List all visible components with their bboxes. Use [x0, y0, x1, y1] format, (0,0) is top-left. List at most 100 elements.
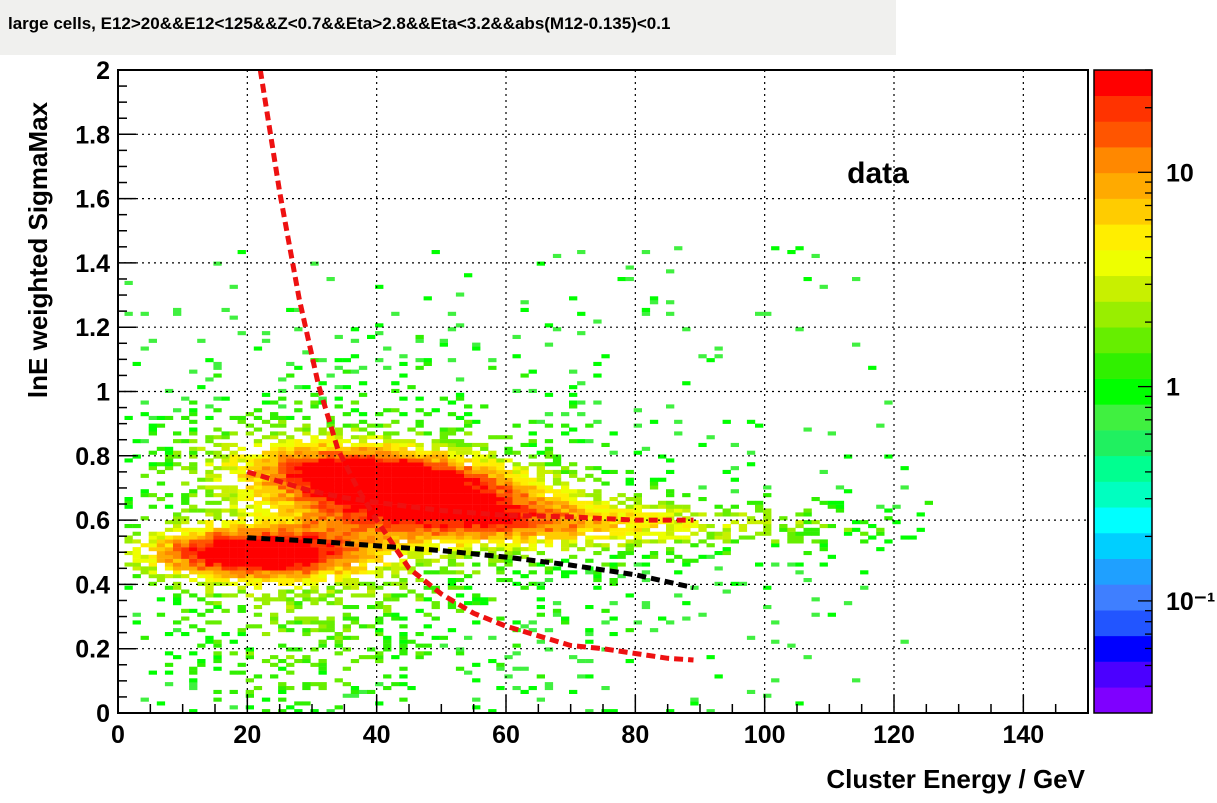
heatmap-cell	[358, 435, 368, 440]
heatmap-cell	[641, 512, 651, 517]
heatmap-cell	[189, 566, 198, 571]
heatmap-cell	[367, 539, 376, 544]
heatmap-cell	[609, 581, 618, 586]
heatmap-cell	[358, 454, 368, 459]
heatmap-cell	[375, 682, 384, 687]
heatmap-cell	[472, 477, 481, 482]
heatmap-cell	[423, 570, 432, 575]
heatmap-cell	[310, 481, 319, 486]
heatmap-cell	[334, 512, 343, 517]
heatmap-cell	[334, 547, 343, 552]
heatmap-cell	[334, 527, 343, 532]
heatmap-cell	[455, 608, 465, 613]
heatmap-cell	[447, 554, 457, 559]
heatmap-cell	[771, 539, 780, 544]
heatmap-cell	[221, 581, 230, 586]
heatmap-cell	[375, 574, 384, 579]
heatmap-cell	[367, 442, 376, 447]
heatmap-cell	[407, 493, 416, 498]
heatmap-cell	[383, 493, 392, 498]
heatmap-cell	[245, 574, 254, 579]
heatmap-cell	[520, 547, 529, 552]
heatmap-cell	[310, 450, 319, 455]
heatmap-cell	[245, 493, 254, 498]
heatmap-cell	[504, 477, 513, 482]
heatmap-cell	[286, 554, 295, 559]
heatmap-cell	[294, 578, 303, 583]
heatmap-cell	[496, 531, 505, 536]
heatmap-cell	[189, 562, 198, 567]
heatmap-cell	[528, 419, 537, 424]
heatmap-cell	[173, 585, 182, 590]
heatmap-cell	[439, 462, 448, 467]
heatmap-cell	[270, 512, 279, 517]
heatmap-cell	[666, 620, 675, 625]
heatmap-cell	[132, 620, 141, 625]
colorbar-segment	[1094, 147, 1152, 174]
heatmap-cell	[302, 427, 311, 432]
heatmap-cell	[496, 535, 505, 540]
heatmap-cell	[334, 500, 343, 505]
y-tick-label: 0.8	[75, 443, 110, 471]
heatmap-cell	[375, 558, 384, 563]
heatmap-cell	[318, 524, 327, 529]
heatmap-cell	[245, 458, 254, 463]
heatmap-cell	[633, 543, 642, 548]
heatmap-cell	[512, 466, 521, 471]
heatmap-cell	[415, 520, 424, 525]
heatmap-cell	[205, 601, 214, 606]
heatmap-cell	[666, 504, 675, 509]
heatmap-cell	[245, 497, 254, 502]
heatmap-cell	[455, 531, 465, 536]
heatmap-cell	[261, 516, 271, 521]
heatmap-cell	[455, 392, 465, 397]
heatmap-cell	[197, 662, 206, 667]
heatmap-cell	[617, 520, 626, 525]
heatmap-cell	[399, 578, 408, 583]
heatmap-cell	[278, 574, 287, 579]
heatmap-cell	[286, 508, 295, 513]
heatmap-cell	[261, 539, 271, 544]
heatmap-cell	[294, 516, 303, 521]
heatmap-cell	[270, 504, 279, 509]
heatmap-cell	[164, 554, 174, 559]
heatmap-cell	[714, 551, 723, 556]
heatmap-cell	[310, 601, 319, 606]
heatmap-cell	[358, 508, 368, 513]
x-axis-label: Cluster Energy / GeV	[826, 764, 1085, 794]
heatmap-cell	[205, 593, 214, 598]
heatmap-cell	[334, 524, 343, 529]
heatmap-cell	[245, 578, 254, 583]
heatmap-cell	[480, 462, 489, 467]
heatmap-cell	[237, 446, 246, 451]
heatmap-cell	[294, 616, 303, 621]
heatmap-cell	[367, 423, 376, 428]
heatmap-cell	[310, 392, 319, 397]
heatmap-cell	[278, 431, 287, 436]
heatmap-cell	[795, 535, 804, 540]
heatmap-cell	[528, 516, 537, 521]
heatmap-cell	[294, 520, 303, 525]
heatmap-cell	[358, 442, 368, 447]
heatmap-cell	[561, 500, 570, 505]
heatmap-cell	[213, 655, 222, 660]
heatmap-cell	[585, 543, 594, 548]
heatmap-cell	[787, 250, 796, 255]
heatmap-cell	[367, 547, 376, 552]
heatmap-cell	[447, 458, 457, 463]
heatmap-cell	[358, 427, 368, 432]
heatmap-cell	[358, 477, 368, 482]
heatmap-cell	[585, 466, 594, 471]
heatmap-cell	[569, 385, 578, 390]
heatmap-cell	[609, 562, 618, 567]
heatmap-cell	[205, 462, 214, 467]
heatmap-cell	[326, 562, 335, 567]
heatmap-cell	[383, 520, 392, 525]
heatmap-cell	[609, 431, 618, 436]
heatmap-cell	[270, 612, 279, 617]
heatmap-cell	[189, 462, 198, 467]
heatmap-cell	[302, 481, 311, 486]
heatmap-cell	[504, 500, 513, 505]
heatmap-cell	[431, 512, 440, 517]
heatmap-cell	[213, 365, 222, 370]
